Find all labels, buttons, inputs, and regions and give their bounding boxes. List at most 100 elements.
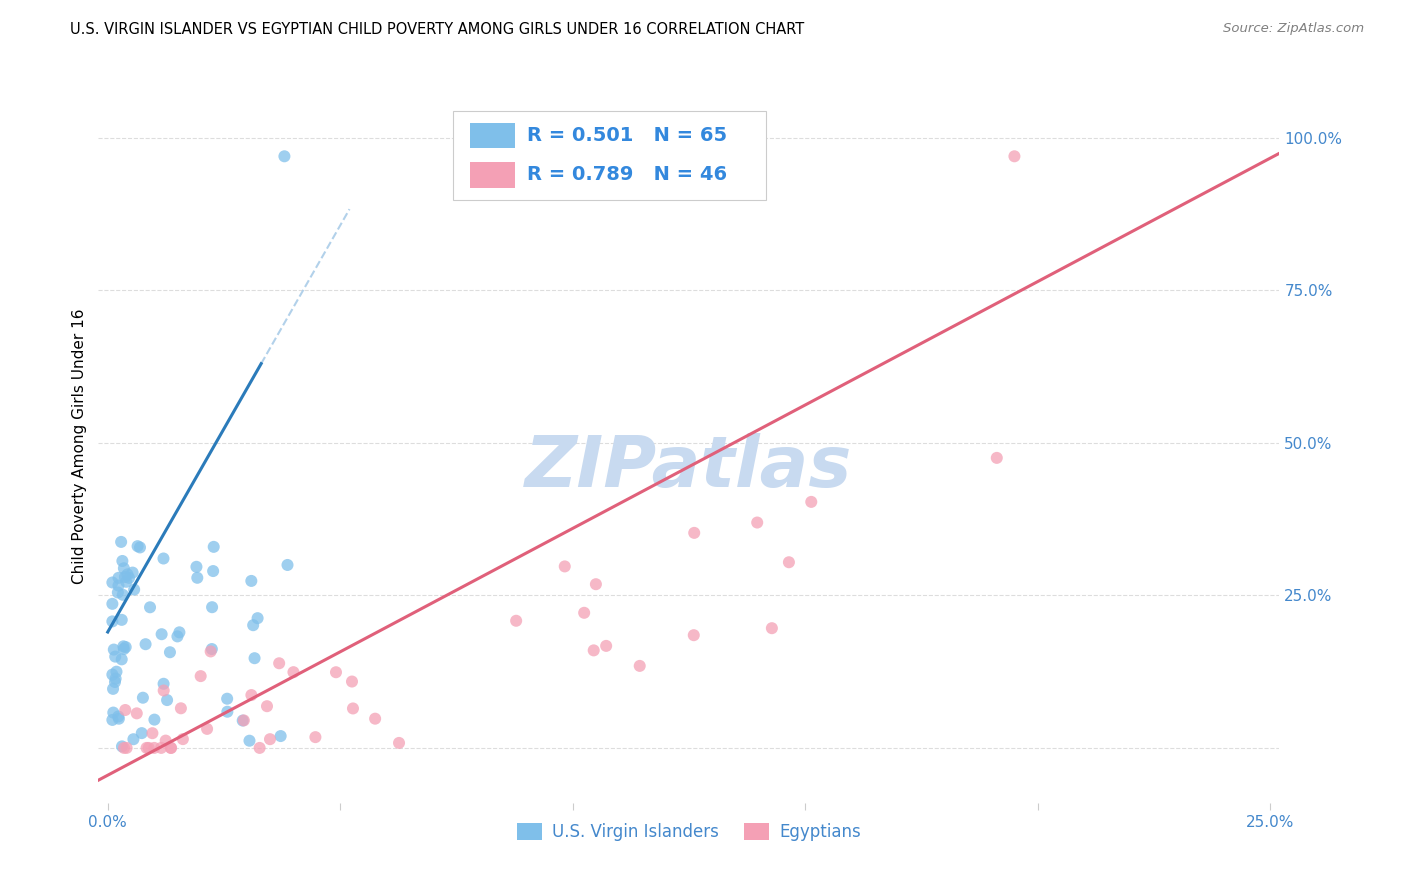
Point	[242, 618, 264, 632]
Point	[186, 571, 208, 585]
Point	[118, 571, 141, 585]
Point	[115, 574, 138, 589]
Point	[256, 699, 278, 714]
Point	[269, 657, 291, 671]
Point	[683, 525, 706, 540]
Point	[129, 541, 152, 555]
Point	[103, 706, 125, 720]
Point	[132, 690, 155, 705]
Point	[778, 555, 800, 569]
Point	[172, 732, 194, 747]
Point	[273, 149, 295, 163]
Point	[201, 600, 224, 615]
Point	[105, 665, 128, 679]
Point	[135, 740, 157, 755]
Point	[238, 733, 260, 747]
Point	[107, 585, 129, 599]
Point	[101, 615, 124, 629]
Point	[104, 649, 127, 664]
Point	[217, 705, 239, 719]
Point	[276, 558, 298, 572]
Point	[259, 732, 281, 747]
Point	[108, 712, 131, 726]
Point	[304, 730, 326, 744]
Point	[342, 701, 364, 715]
Point	[169, 625, 191, 640]
Point	[121, 566, 143, 580]
Point	[585, 577, 607, 591]
FancyBboxPatch shape	[471, 162, 516, 187]
Point	[110, 535, 132, 549]
Point	[101, 667, 124, 681]
FancyBboxPatch shape	[471, 123, 516, 148]
Legend: U.S. Virgin Islanders, Egyptians: U.S. Virgin Islanders, Egyptians	[510, 816, 868, 848]
Point	[364, 712, 387, 726]
Point	[283, 665, 305, 680]
Point	[159, 740, 181, 755]
Text: Source: ZipAtlas.com: Source: ZipAtlas.com	[1223, 22, 1364, 36]
Point	[595, 639, 617, 653]
Point	[122, 732, 145, 747]
Point	[115, 740, 138, 755]
Point	[554, 559, 576, 574]
Point	[190, 669, 212, 683]
Point	[232, 714, 254, 728]
Point	[101, 713, 124, 727]
Point	[166, 629, 188, 643]
Point	[111, 613, 134, 627]
Point	[101, 575, 124, 590]
Point	[143, 713, 166, 727]
Text: R = 0.789   N = 46: R = 0.789 N = 46	[527, 165, 727, 185]
Point	[186, 559, 208, 574]
Point	[104, 672, 127, 686]
Point	[152, 677, 174, 691]
Point	[270, 729, 292, 743]
Point	[800, 495, 823, 509]
Point	[202, 540, 225, 554]
Point	[150, 627, 173, 641]
Point	[101, 681, 124, 696]
Point	[122, 582, 145, 597]
Point	[112, 640, 135, 654]
Point	[240, 574, 263, 588]
Point	[111, 588, 134, 602]
Point	[1002, 149, 1025, 163]
Point	[682, 628, 704, 642]
Point	[325, 665, 347, 680]
Point	[114, 640, 136, 654]
Point	[170, 701, 193, 715]
Point	[135, 637, 157, 651]
Point	[139, 600, 162, 615]
Point	[112, 642, 135, 657]
Point	[131, 726, 153, 740]
Point	[217, 691, 239, 706]
Point	[246, 611, 269, 625]
Point	[104, 675, 127, 690]
Point	[761, 621, 783, 635]
Point	[125, 706, 148, 721]
Point	[747, 516, 769, 530]
Point	[114, 703, 136, 717]
Point	[243, 651, 266, 665]
Point	[572, 606, 595, 620]
Point	[200, 644, 222, 658]
Point	[143, 740, 166, 755]
Point	[249, 740, 271, 755]
Point	[195, 722, 218, 736]
Point	[582, 643, 605, 657]
Text: U.S. VIRGIN ISLANDER VS EGYPTIAN CHILD POVERTY AMONG GIRLS UNDER 16 CORRELATION : U.S. VIRGIN ISLANDER VS EGYPTIAN CHILD P…	[70, 22, 804, 37]
Point	[159, 645, 181, 659]
Y-axis label: Child Poverty Among Girls Under 16: Child Poverty Among Girls Under 16	[72, 309, 87, 583]
Point	[240, 688, 263, 702]
FancyBboxPatch shape	[453, 111, 766, 200]
Point	[152, 683, 174, 698]
Point	[202, 564, 225, 578]
Point	[156, 693, 179, 707]
Point	[986, 450, 1008, 465]
Point	[150, 740, 173, 755]
Point	[103, 642, 125, 657]
Point	[152, 551, 174, 566]
Point	[107, 709, 129, 723]
Point	[138, 740, 160, 755]
Point	[112, 561, 135, 575]
